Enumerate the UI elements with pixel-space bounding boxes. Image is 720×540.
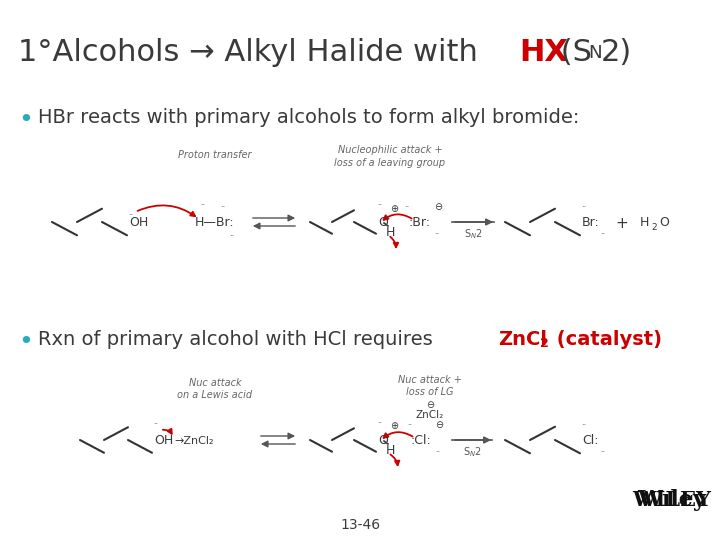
Text: ⊖: ⊖: [426, 400, 434, 410]
Text: 2: 2: [651, 222, 657, 232]
FancyArrowPatch shape: [138, 205, 195, 216]
Text: ··: ··: [377, 201, 382, 210]
Text: O: O: [378, 435, 388, 448]
Text: WILEY: WILEY: [632, 490, 711, 510]
Text: S$_N$2: S$_N$2: [462, 445, 482, 459]
Text: ··: ··: [600, 230, 606, 239]
Text: ZnCl₂: ZnCl₂: [416, 410, 444, 420]
FancyArrowPatch shape: [384, 214, 412, 220]
FancyArrowPatch shape: [390, 237, 398, 247]
Text: Rxn of primary alcohol with HCl requires: Rxn of primary alcohol with HCl requires: [38, 330, 439, 349]
Text: ··: ··: [153, 420, 158, 429]
Text: ··: ··: [229, 232, 234, 241]
Text: ZnCl: ZnCl: [498, 330, 547, 349]
FancyArrowPatch shape: [163, 429, 172, 434]
Text: O: O: [659, 217, 669, 230]
Text: ··: ··: [128, 211, 133, 220]
Text: 13-46: 13-46: [340, 518, 380, 532]
Text: +: +: [616, 215, 629, 231]
Text: ··: ··: [404, 203, 409, 212]
Text: :Cl:: :Cl:: [411, 435, 432, 448]
FancyArrowPatch shape: [384, 432, 413, 438]
Text: Cl:: Cl:: [582, 435, 598, 448]
Text: ··: ··: [407, 421, 413, 430]
Text: ··: ··: [377, 419, 382, 428]
Text: HBr reacts with primary alcohols to form alkyl bromide:: HBr reacts with primary alcohols to form…: [38, 108, 580, 127]
Text: loss of a leaving group: loss of a leaving group: [334, 158, 446, 168]
Text: Wıley: Wıley: [638, 489, 706, 511]
Text: Nuc attack +: Nuc attack +: [398, 375, 462, 385]
Text: loss of LG: loss of LG: [406, 387, 454, 397]
Text: ··: ··: [581, 203, 586, 212]
Text: Proton transfer: Proton transfer: [179, 150, 252, 160]
Text: •: •: [18, 330, 33, 354]
Text: H: H: [386, 226, 395, 239]
Text: ··: ··: [435, 448, 440, 457]
Text: H: H: [640, 217, 649, 230]
Text: Nucleophilic attack +: Nucleophilic attack +: [338, 145, 442, 155]
Text: (catalyst): (catalyst): [550, 330, 662, 349]
Text: ⊖: ⊖: [434, 202, 442, 212]
Text: ⊕: ⊕: [390, 421, 398, 431]
Text: :Br:: :Br:: [408, 217, 430, 230]
Text: →ZnCl₂: →ZnCl₂: [174, 436, 214, 446]
Text: H—Br:: H—Br:: [195, 217, 235, 230]
Text: 1°Alcohols → Alkyl Halide with: 1°Alcohols → Alkyl Halide with: [18, 38, 487, 67]
Text: N: N: [588, 44, 602, 62]
Text: Br:: Br:: [582, 217, 600, 230]
Text: S$_N$2: S$_N$2: [464, 227, 482, 241]
Text: (S: (S: [551, 38, 592, 67]
Text: •: •: [18, 108, 33, 132]
Text: ··: ··: [434, 230, 439, 239]
Text: ··: ··: [200, 201, 206, 210]
Text: Nuc attack: Nuc attack: [189, 378, 241, 388]
Text: on a Lewis acid: on a Lewis acid: [177, 390, 253, 400]
Text: H: H: [386, 444, 395, 457]
Text: 2: 2: [540, 337, 549, 350]
Text: ⊕: ⊕: [390, 204, 398, 214]
Text: 2): 2): [601, 38, 632, 67]
Text: ⊖: ⊖: [435, 420, 443, 430]
Text: OH: OH: [129, 217, 148, 230]
Text: ··: ··: [220, 203, 225, 212]
Text: O: O: [378, 217, 388, 230]
FancyArrowPatch shape: [390, 455, 400, 465]
Text: HX: HX: [519, 38, 568, 67]
Text: ··: ··: [581, 421, 586, 430]
Text: ··: ··: [600, 448, 606, 457]
Text: OH: OH: [154, 435, 174, 448]
